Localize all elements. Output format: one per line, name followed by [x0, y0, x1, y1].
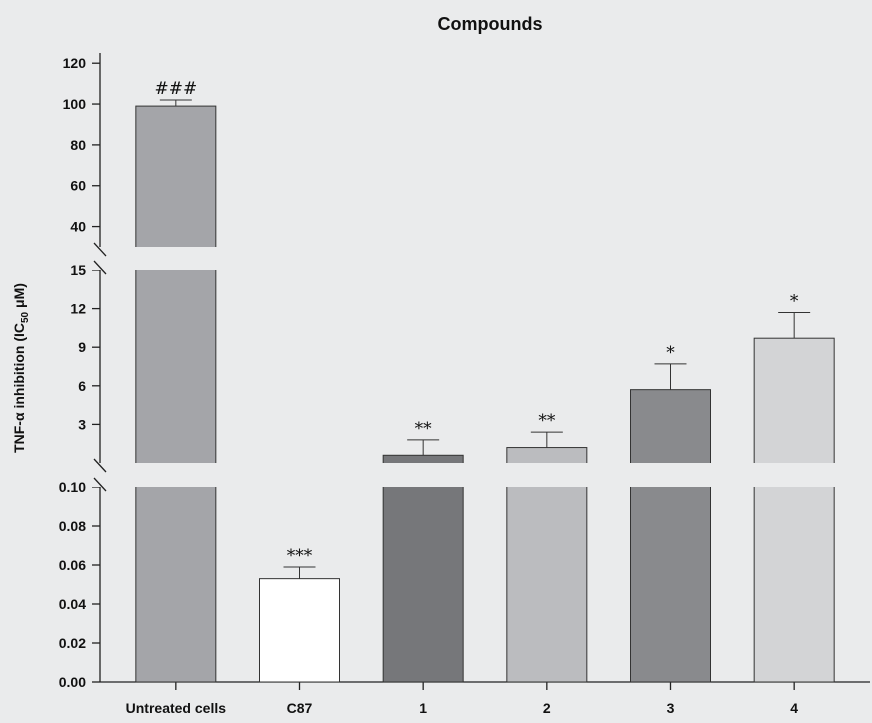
y-axis-label-subscript: 50: [20, 311, 31, 323]
y-tick-label: 9: [78, 339, 86, 355]
y-tick-label: 80: [70, 137, 86, 153]
y-tick-label: 0.04: [59, 596, 86, 612]
bar-2: [259, 578, 340, 683]
axis-break-slash: [93, 458, 107, 473]
x-tick-label-5: 3: [667, 700, 675, 716]
axis-break-gap-lower: [88, 463, 872, 487]
y-tick-label: 0.00: [59, 674, 86, 690]
y-tick-label: 40: [70, 219, 86, 235]
y-tick-label: 120: [63, 55, 87, 71]
bar-5: [630, 389, 711, 683]
bar-3: [382, 454, 464, 683]
x-tick-label-6: 4: [790, 700, 798, 716]
y-tick-label: 60: [70, 178, 86, 194]
x-tick-label-3: 1: [419, 700, 427, 716]
y-tick-label: 3: [78, 416, 86, 432]
annotations-group: ###***** ****: [154, 79, 811, 579]
y-axis-label-unit: μM): [11, 283, 27, 312]
axis-break-slash: [93, 260, 107, 275]
significance-label-5: *: [666, 343, 675, 363]
x-tick-label-2: C87: [287, 700, 313, 716]
axis-break-slash: [93, 477, 107, 492]
axis-break-gaps: [88, 242, 872, 492]
axes: 0.000.020.040.060.080.103691215406080100…: [59, 53, 870, 716]
y-tick-label: 6: [78, 378, 86, 394]
y-axis-label: TNF-α inhibition (IC50 μM): [11, 283, 31, 453]
significance-label-6: *: [790, 291, 799, 311]
y-tick-label: 100: [63, 96, 87, 112]
chart-title: Compounds: [438, 14, 543, 34]
y-tick-label: 12: [70, 301, 86, 317]
significance-label-2: ***: [287, 546, 313, 566]
y-tick-label: 0.10: [59, 479, 86, 495]
x-tick-label-1: Untreated cells: [126, 700, 227, 716]
x-tick-label-4: 2: [543, 700, 551, 716]
y-tick-label: 0.02: [59, 635, 86, 651]
y-tick-label: 0.08: [59, 518, 86, 534]
axis-break-slash: [93, 242, 107, 257]
bar-6: [753, 337, 835, 683]
y-axis-label-main: TNF-α inhibition (IC: [11, 323, 27, 453]
axis-break-gap-upper: [88, 247, 872, 270]
y-tick-label: 0.06: [59, 557, 86, 573]
y-tick-label: 15: [70, 262, 86, 278]
significance-label-4: **: [538, 411, 556, 431]
significance-label-3: **: [415, 419, 433, 439]
significance-label-1: ###: [154, 79, 197, 99]
bar-1: [135, 105, 217, 683]
bars-group: [135, 105, 835, 683]
